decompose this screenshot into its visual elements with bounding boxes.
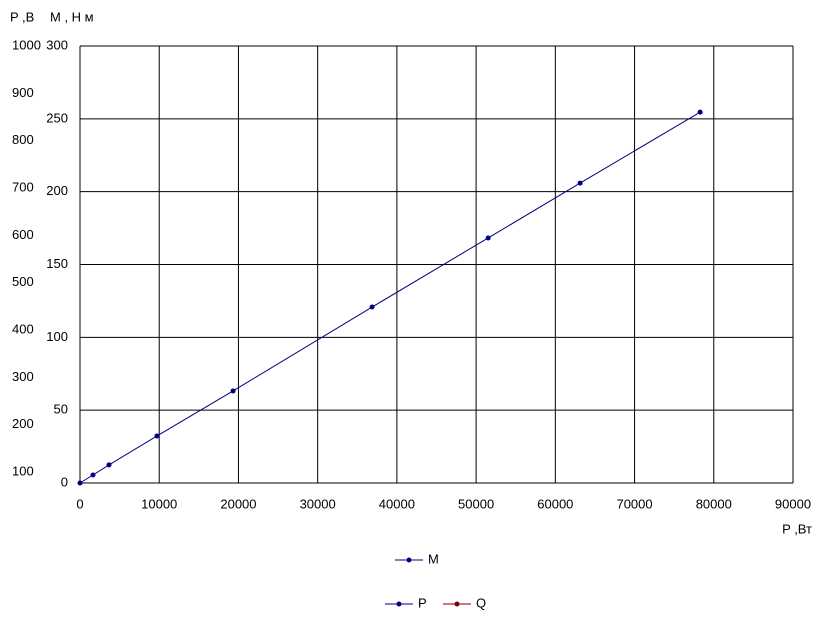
secondary-axis: 100 200 300 400 500 600 700 800 900 1000 <box>12 37 41 478</box>
y-tick-label: 300 <box>46 37 68 52</box>
point <box>154 433 160 439</box>
x-axis-title: P ,Вт <box>782 521 812 536</box>
y2-tick-label: 100 <box>12 464 34 479</box>
series-line <box>79 111 701 484</box>
point <box>90 472 96 478</box>
point <box>697 109 703 115</box>
y-tick-label: 250 <box>46 110 68 125</box>
legend-label: М <box>428 551 439 566</box>
x-tick-label: 30000 <box>300 496 336 511</box>
y-tick-label: 200 <box>46 183 68 198</box>
y-tick-label: 0 <box>61 474 68 489</box>
point <box>106 462 112 468</box>
point <box>577 180 583 186</box>
legend-label: P <box>418 595 427 610</box>
y-tick-label: 50 <box>54 402 68 417</box>
y-tick-label: 100 <box>46 329 68 344</box>
legend-label: Q <box>476 595 486 610</box>
y-axis-title: М , Н м <box>50 9 94 24</box>
x-tick-label: 80000 <box>696 496 732 511</box>
x-tick-label: 10000 <box>141 496 177 511</box>
x-tick-label: 40000 <box>379 496 415 511</box>
legend-marker <box>406 557 412 563</box>
x-tick-label: 90000 <box>775 496 811 511</box>
y2-tick-label: 600 <box>12 227 34 242</box>
y2-tick-label: 1000 <box>12 37 41 52</box>
y2-axis-title: P ,В <box>10 9 34 24</box>
point <box>485 235 491 241</box>
point <box>369 304 375 310</box>
x-tick-label: 20000 <box>220 496 256 511</box>
y2-tick-label: 300 <box>12 369 34 384</box>
y-tick-label: 150 <box>46 256 68 271</box>
y2-tick-label: 500 <box>12 274 34 289</box>
point <box>77 480 83 486</box>
y2-tick-label: 700 <box>12 179 34 194</box>
x-tick-label: 0 <box>76 496 83 511</box>
y2-tick-label: 900 <box>12 85 34 100</box>
x-tick-label: 50000 <box>458 496 494 511</box>
point <box>230 388 236 394</box>
y2-tick-label: 800 <box>12 132 34 147</box>
x-tick-label: 70000 <box>616 496 652 511</box>
legend-marker <box>454 601 460 607</box>
y2-tick-label: 400 <box>12 322 34 337</box>
x-tick-label: 60000 <box>537 496 573 511</box>
y2-tick-label: 200 <box>12 416 34 431</box>
legend-marker <box>396 601 402 607</box>
